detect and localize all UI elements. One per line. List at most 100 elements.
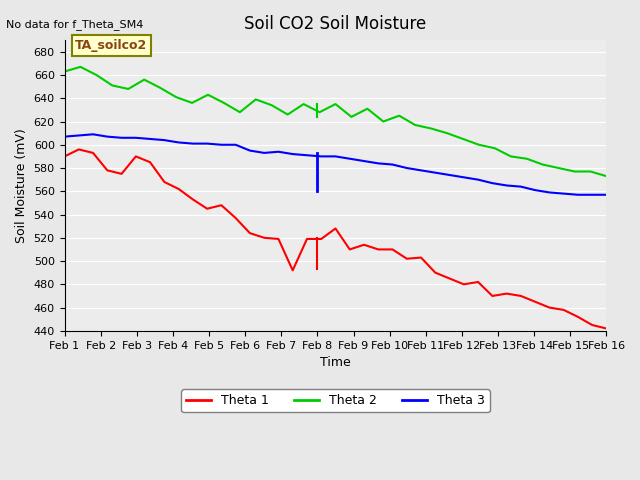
Theta 2: [364, 106, 371, 111]
Theta 1: [260, 235, 268, 240]
Theta 3: [360, 158, 368, 164]
Theta 1: [89, 150, 97, 156]
Theta 2: [428, 126, 435, 132]
Theta 1: [61, 154, 68, 159]
Line: Theta 2: Theta 2: [65, 67, 607, 176]
Theta 3: [75, 132, 83, 138]
Theta 1: [460, 281, 468, 287]
Theta 3: [89, 132, 97, 137]
Theta 3: [503, 182, 511, 188]
Theta 1: [147, 159, 154, 165]
Theta 2: [475, 142, 483, 148]
Theta 1: [204, 206, 211, 212]
Theta 1: [175, 186, 182, 192]
Theta 1: [132, 154, 140, 159]
Theta 2: [93, 72, 100, 78]
Theta 1: [218, 203, 225, 208]
Theta 1: [360, 242, 368, 248]
Theta 3: [332, 154, 339, 159]
Theta 2: [523, 156, 531, 162]
Theta 3: [275, 149, 282, 155]
Theta 3: [346, 156, 353, 162]
Theta 3: [374, 160, 382, 166]
Theta 2: [603, 173, 611, 179]
Theta 3: [588, 192, 596, 198]
Theta 1: [445, 276, 453, 281]
Theta 3: [317, 154, 325, 159]
Theta 3: [545, 190, 553, 195]
Theta 2: [77, 64, 84, 70]
Line: Theta 3: Theta 3: [65, 134, 607, 195]
Theta 2: [380, 119, 387, 124]
Theta 2: [587, 168, 595, 174]
Theta 2: [61, 69, 68, 74]
Text: TA_soilco2: TA_soilco2: [76, 39, 148, 52]
Theta 1: [417, 255, 425, 261]
Theta 2: [124, 86, 132, 92]
Theta 1: [275, 236, 282, 242]
Theta 3: [531, 187, 539, 193]
Theta 2: [236, 109, 244, 115]
Theta 1: [118, 171, 125, 177]
Y-axis label: Soil Moisture (mV): Soil Moisture (mV): [15, 128, 28, 243]
Theta 2: [204, 92, 212, 97]
Theta 3: [303, 152, 311, 158]
Theta 1: [161, 179, 168, 185]
Theta 2: [316, 109, 323, 115]
Theta 3: [232, 142, 239, 148]
Theta 3: [246, 148, 253, 154]
Theta 1: [517, 293, 525, 299]
Theta 1: [332, 226, 339, 231]
Theta 3: [460, 174, 468, 180]
Theta 3: [260, 150, 268, 156]
Theta 1: [474, 279, 482, 285]
Theta 1: [232, 215, 239, 221]
Line: Theta 1: Theta 1: [65, 149, 607, 328]
Text: No data for f_Theta_SM4: No data for f_Theta_SM4: [6, 19, 144, 30]
Theta 2: [332, 101, 339, 107]
Theta 2: [284, 112, 291, 118]
X-axis label: Time: Time: [320, 356, 351, 369]
Theta 1: [104, 168, 111, 173]
Theta 2: [348, 114, 355, 120]
Theta 3: [132, 135, 140, 141]
Theta 1: [303, 236, 311, 242]
Theta 3: [218, 142, 225, 148]
Theta 3: [403, 165, 411, 171]
Theta 3: [517, 184, 525, 190]
Theta 2: [140, 77, 148, 83]
Theta 3: [204, 141, 211, 146]
Theta 2: [172, 94, 180, 100]
Theta 1: [75, 146, 83, 152]
Theta 3: [417, 168, 425, 173]
Theta 3: [474, 177, 482, 182]
Theta 2: [300, 101, 307, 107]
Theta 3: [147, 136, 154, 142]
Theta 2: [396, 113, 403, 119]
Theta 2: [109, 83, 116, 88]
Theta 1: [574, 314, 582, 320]
Theta 1: [346, 247, 353, 252]
Theta 1: [289, 267, 296, 273]
Theta 2: [571, 168, 579, 174]
Theta 3: [560, 191, 568, 196]
Theta 1: [317, 236, 325, 242]
Theta 2: [156, 85, 164, 91]
Theta 2: [539, 162, 547, 168]
Theta 3: [175, 140, 182, 145]
Theta 1: [374, 247, 382, 252]
Theta 2: [412, 122, 419, 128]
Theta 3: [289, 151, 296, 157]
Theta 1: [503, 291, 511, 297]
Theta 3: [431, 170, 439, 176]
Theta 3: [574, 192, 582, 198]
Theta 1: [246, 230, 253, 236]
Theta 2: [444, 130, 451, 136]
Theta 3: [189, 141, 196, 146]
Theta 3: [118, 135, 125, 141]
Theta 2: [507, 154, 515, 159]
Theta 2: [459, 136, 467, 142]
Theta 1: [189, 196, 196, 202]
Theta 3: [161, 137, 168, 143]
Theta 3: [445, 172, 453, 178]
